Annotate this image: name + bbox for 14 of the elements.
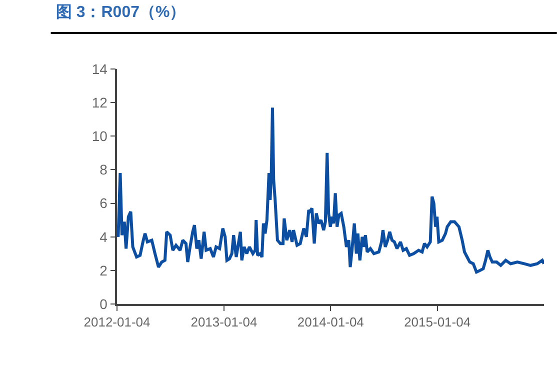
y-tick-label: 6 xyxy=(100,195,108,212)
x-tick-label: 2013-01-04 xyxy=(190,314,258,330)
x-tick-label: 2014-01-04 xyxy=(297,314,364,330)
y-tick-label: 8 xyxy=(100,162,108,178)
chart-title: 图 3：R007（%） xyxy=(56,4,186,21)
x-tick-label: 2012-01-04 xyxy=(84,314,150,330)
y-tick-label: 0 xyxy=(100,296,108,312)
y-tick-label: 10 xyxy=(92,128,108,144)
y-tick-label: 2 xyxy=(100,262,108,278)
y-tick-label: 4 xyxy=(100,228,108,245)
y-tick-label: 14 xyxy=(92,60,108,77)
x-tick-label: 2015-01-04 xyxy=(404,314,471,330)
y-tick-label: 12 xyxy=(92,94,108,110)
line-series xyxy=(117,106,544,274)
